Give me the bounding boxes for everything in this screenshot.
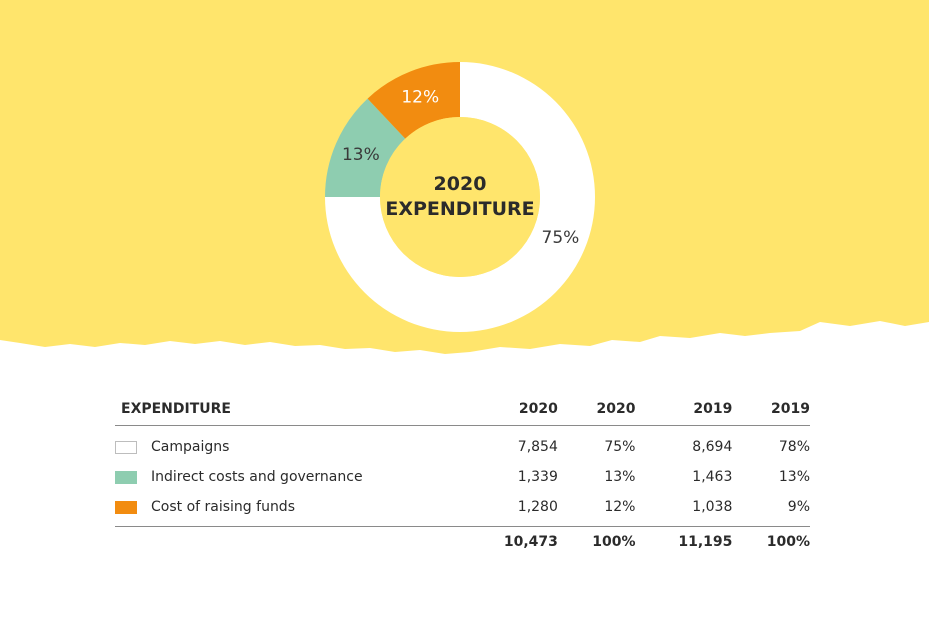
total-2019-amount: 11,195 — [635, 526, 733, 557]
donut-hole — [380, 117, 540, 277]
header-2020-percent: 2020 — [557, 393, 636, 426]
table-row: Indirect costs and governance 1,339 13% … — [115, 462, 810, 492]
donut-slice-indirect-costs-and-governance — [325, 98, 406, 197]
row-label: Campaigns — [151, 439, 230, 455]
cell-2020-percent: 75% — [604, 439, 636, 455]
header-2019-percent: 2019 — [732, 393, 810, 426]
total-label-cell — [115, 526, 461, 557]
row-label-cell: Indirect costs and governance — [115, 462, 461, 492]
cell-2020-amount: 1,280 — [517, 499, 558, 515]
total-2020-percent: 100% — [557, 526, 636, 557]
cell-2019-amount: 1,463 — [692, 469, 733, 485]
table-header-row: EXPENDITURE 2020 2020 2019 2019 — [115, 393, 810, 426]
cell-2019-amount: 1,038 — [692, 499, 733, 515]
total-2019-percent: 100% — [732, 526, 810, 557]
cell-2020-amount: 7,854 — [517, 439, 558, 455]
donut-slice-label: 13% — [342, 145, 380, 165]
cell-2019-percent: 9% — [787, 499, 810, 515]
cell-2020-percent: 12% — [604, 499, 636, 515]
table-row: Cost of raising funds 1,280 12% 1,038 9% — [115, 492, 810, 527]
donut-slice-label: 12% — [401, 88, 439, 108]
cell-2019-percent: 78% — [778, 439, 810, 455]
donut-slice-campaigns — [325, 62, 595, 332]
chart-title-line-2: EXPENDITURE — [385, 198, 534, 220]
header-expenditure: EXPENDITURE — [115, 393, 461, 426]
indirect-swatch — [115, 470, 137, 484]
donut-slice-label: 75% — [542, 228, 580, 248]
cell-2020-percent: 13% — [604, 469, 636, 485]
header-2019-amount: 2019 — [635, 393, 733, 426]
expenditure-donut-chart: 75% 13% 12% 2020 EXPENDITURE — [325, 62, 595, 332]
expenditure-table: EXPENDITURE 2020 2020 2019 2019 Campaign… — [115, 393, 810, 557]
campaigns-swatch — [115, 440, 137, 454]
table-row: Campaigns 7,854 75% 8,694 78% — [115, 426, 810, 463]
fundraising-swatch — [115, 500, 137, 514]
row-label: Cost of raising funds — [151, 499, 295, 515]
row-label-cell: Campaigns — [115, 426, 461, 463]
cell-2019-amount: 8,694 — [692, 439, 733, 455]
chart-title-line-1: 2020 — [434, 173, 487, 195]
row-label: Indirect costs and governance — [151, 469, 363, 485]
total-2020-amount: 10,473 — [461, 526, 558, 557]
donut-slice-cost-of-raising-funds — [367, 62, 460, 139]
row-label-cell: Cost of raising funds — [115, 492, 461, 527]
table-total-row: 10,473 100% 11,195 100% — [115, 526, 810, 557]
cell-2020-amount: 1,339 — [517, 469, 558, 485]
cell-2019-percent: 13% — [778, 469, 810, 485]
header-2020-amount: 2020 — [461, 393, 558, 426]
